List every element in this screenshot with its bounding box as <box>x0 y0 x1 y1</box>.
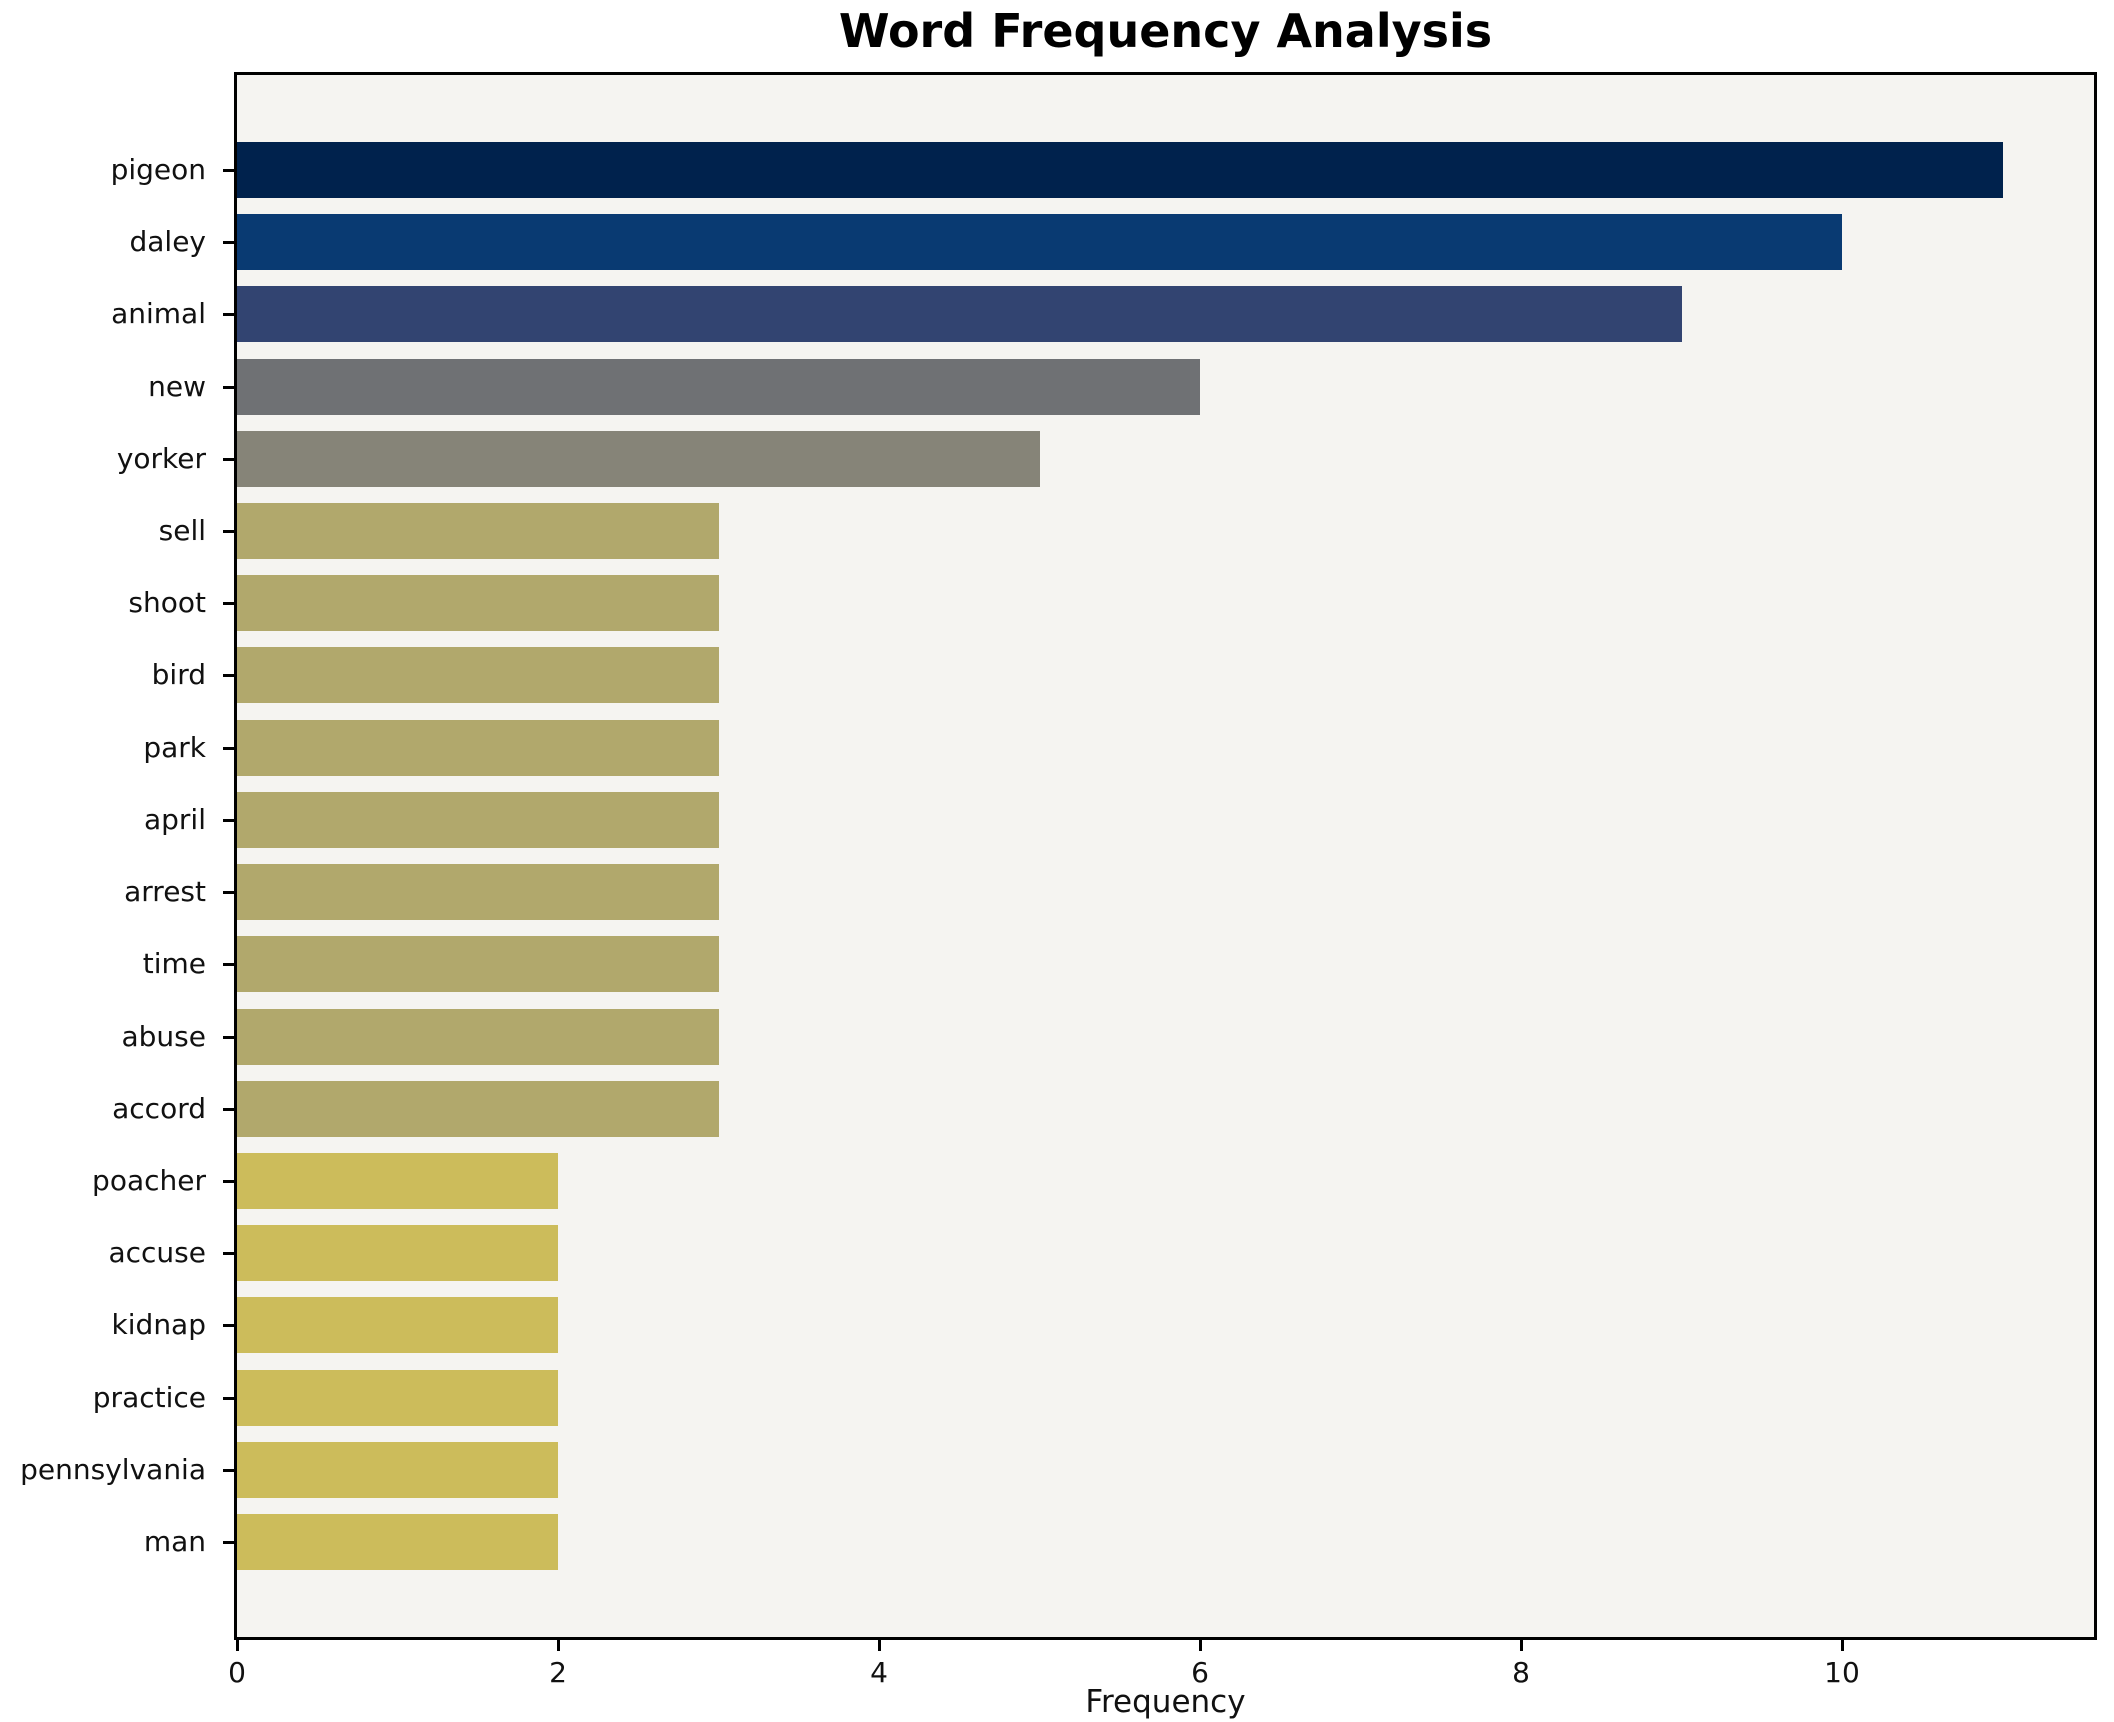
x-tick-mark <box>236 1640 239 1651</box>
bar-practice <box>237 1369 558 1426</box>
y-tick-mark <box>223 674 234 678</box>
x-tick-label-10: 10 <box>1824 1656 1860 1689</box>
y-tick-label-daley: daley <box>129 225 206 259</box>
y-tick-mark <box>223 1035 234 1039</box>
bar-time <box>237 936 719 993</box>
y-tick-label-man: man <box>143 1525 206 1558</box>
x-tick-label-0: 0 <box>228 1656 246 1689</box>
x-axis-label: Frequency <box>1085 1684 1246 1720</box>
y-tick-label-pigeon: pigeon <box>110 153 206 186</box>
y-tick-label-arrest: arrest <box>124 875 206 909</box>
y-tick-mark <box>223 818 234 822</box>
y-tick-label-pennsylvania: pennsylvania <box>20 1452 206 1486</box>
bar-man <box>237 1514 558 1570</box>
y-tick-mark <box>223 169 234 172</box>
y-tick-label-practice: practice <box>92 1380 206 1414</box>
plot-area <box>234 72 2097 1640</box>
y-tick-mark <box>223 746 234 750</box>
y-tick-label-kidnap: kidnap <box>111 1308 206 1342</box>
y-tick-label-yorker: yorker <box>116 441 206 475</box>
y-tick-label-new: new <box>148 369 206 403</box>
bar-arrest <box>237 864 719 921</box>
x-tick-mark <box>1520 1640 1523 1651</box>
bar-daley <box>237 214 1842 271</box>
y-tick-mark <box>223 1107 234 1111</box>
bar-sell <box>237 503 719 560</box>
y-tick-mark <box>223 1468 234 1472</box>
y-tick-mark <box>223 457 234 461</box>
y-tick-label-animal: animal <box>111 297 206 331</box>
bar-bird <box>237 647 719 704</box>
y-tick-label-sell: sell <box>158 514 206 548</box>
bar-accord <box>237 1080 719 1137</box>
y-tick-mark <box>223 1252 234 1256</box>
y-tick-label-bird: bird <box>151 658 206 692</box>
bar-accuse <box>237 1225 558 1282</box>
y-tick-label-shoot: shoot <box>128 586 206 620</box>
x-tick-mark <box>1199 1640 1202 1651</box>
y-tick-mark <box>223 313 234 317</box>
bar-pennsylvania <box>237 1441 558 1498</box>
y-tick-label-poacher: poacher <box>92 1163 206 1197</box>
x-tick-mark <box>1841 1640 1844 1651</box>
y-tick-label-time: time <box>142 947 206 981</box>
x-tick-mark <box>878 1640 881 1651</box>
y-tick-label-april: april <box>143 802 206 836</box>
y-tick-mark <box>223 1396 234 1400</box>
x-tick-label-6: 6 <box>1191 1656 1209 1689</box>
y-tick-mark <box>223 891 234 895</box>
chart-title: Word Frequency Analysis <box>838 4 1493 58</box>
y-tick-label-park: park <box>143 730 206 764</box>
y-tick-mark <box>223 1541 234 1544</box>
y-tick-mark <box>223 602 234 606</box>
bar-park <box>237 719 719 776</box>
y-tick-mark <box>223 963 234 967</box>
x-tick-label-8: 8 <box>1512 1656 1530 1689</box>
y-tick-mark <box>223 530 234 534</box>
x-tick-label-4: 4 <box>870 1656 888 1689</box>
x-tick-label-2: 2 <box>549 1656 567 1689</box>
y-tick-label-abuse: abuse <box>121 1019 207 1053</box>
y-tick-label-accord: accord <box>112 1091 206 1125</box>
bar-poacher <box>237 1152 558 1209</box>
bar-april <box>237 791 719 848</box>
y-tick-mark <box>223 385 234 389</box>
y-tick-mark <box>223 1324 234 1328</box>
bar-abuse <box>237 1008 719 1065</box>
y-tick-label-accuse: accuse <box>108 1236 206 1270</box>
bar-yorker <box>237 430 1040 487</box>
x-tick-mark <box>557 1640 560 1651</box>
bar-animal <box>237 286 1682 343</box>
y-tick-mark <box>223 241 234 245</box>
bar-shoot <box>237 575 719 632</box>
y-tick-mark <box>223 1179 234 1183</box>
bar-pigeon <box>237 142 2003 198</box>
bar-kidnap <box>237 1297 558 1354</box>
bar-new <box>237 358 1200 415</box>
